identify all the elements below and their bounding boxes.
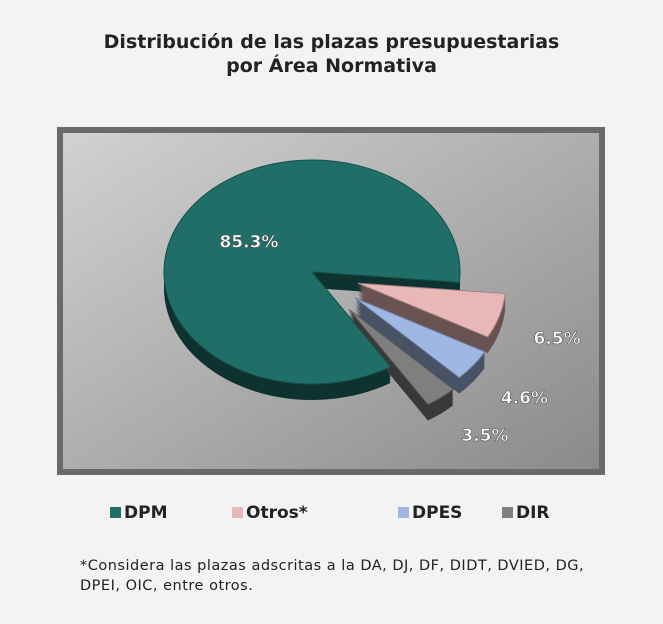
pie-slice <box>163 159 461 385</box>
footnote: *Considera las plazas adscritas a la DA,… <box>80 558 585 594</box>
legend-swatch <box>110 507 121 518</box>
legend-label: DIR <box>516 503 550 523</box>
legend-label: DPES <box>412 503 462 523</box>
chart-title: Distribución de las plazas presupuestari… <box>103 31 560 77</box>
legend-label: DPM <box>124 503 168 523</box>
pie-slice <box>348 309 455 406</box>
data-label: 4.6% <box>501 388 548 408</box>
chart: 85.3% 6.5% 4.6% 3.5% DPM Otros* DPES DIR <box>57 127 605 523</box>
pie-slice <box>357 282 506 338</box>
pie-slice <box>354 297 486 379</box>
data-label: 3.5% <box>461 426 508 446</box>
data-label: 85.3% <box>219 233 278 253</box>
legend-swatch <box>502 507 513 518</box>
legend-swatch <box>398 507 409 518</box>
legend-swatch <box>232 507 243 518</box>
data-label: 6.5% <box>533 329 580 349</box>
legend: DPM Otros* DPES DIR <box>110 503 550 523</box>
legend-label: Otros* <box>246 503 308 523</box>
pie: 85.3% 6.5% 4.6% 3.5% <box>163 159 581 446</box>
